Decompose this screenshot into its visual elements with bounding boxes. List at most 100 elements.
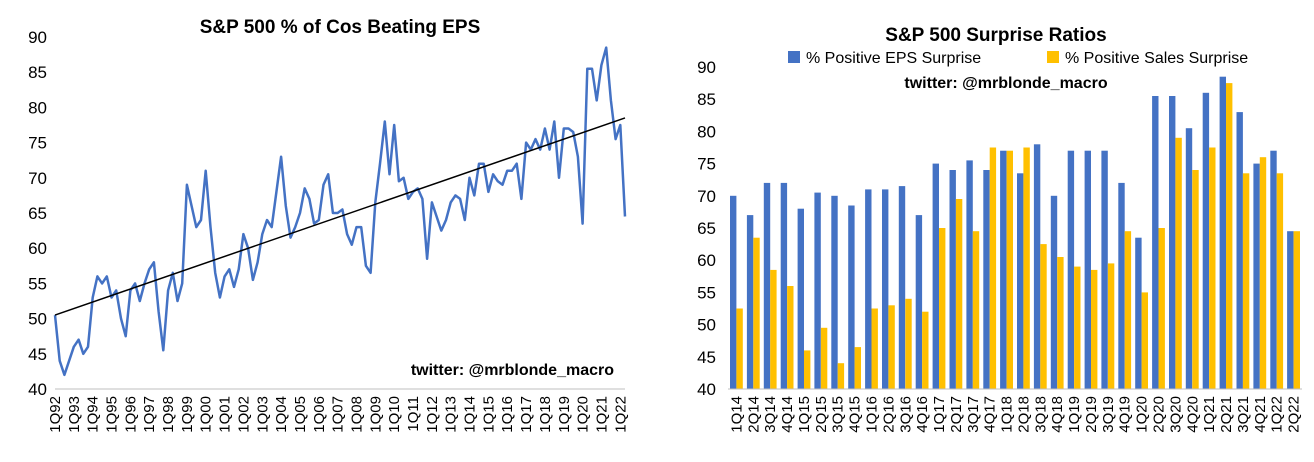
eps-surprise-bar [814,192,821,389]
y-tick-label: 85 [697,90,716,109]
sales-surprise-bar [871,308,878,389]
x-tick-label: 1Q00 [198,396,215,433]
y-tick-label: 80 [28,98,47,117]
x-tick-label: 1Q99 [179,396,196,433]
y-tick-label: 60 [697,251,716,270]
sales-surprise-bar [804,350,811,389]
x-tick-label: 1Q19 [1066,396,1083,433]
sales-surprise-bar [736,308,743,389]
x-tick-label: 1Q18 [537,396,554,433]
sales-surprise-bar [787,286,794,389]
sales-surprise-bar [1209,147,1216,389]
eps-surprise-bar [949,170,956,389]
x-tick-label: 1Q22 [1269,396,1286,433]
x-tick-label: 1Q97 [141,396,158,433]
y-tick-label: 50 [697,316,716,335]
eps-surprise-bar [865,189,872,389]
x-tick-label: 1Q13 [443,396,460,433]
eps-surprise-bar [1169,96,1176,389]
trend-line [54,117,626,316]
y-tick-label: 80 [697,122,716,141]
twitter-annotation: twitter: @mrblonde_macro [904,75,1107,92]
eps-surprise-bar [1033,144,1041,389]
x-tick-label: 1Q03 [254,396,271,433]
eps-surprise-bar [1050,195,1058,389]
x-tick-label: 4Q18 [1049,396,1066,433]
x-tick-label: 1Q18 [999,396,1016,433]
x-tick-label: 1Q16 [864,396,881,433]
sales-surprise-bar [1242,173,1250,389]
x-tick-label: 1Q21 [1201,396,1218,433]
x-tick-label: 1Q07 [330,396,347,433]
sales-surprise-bar [1158,228,1165,389]
legend: % Positive EPS Surprise % Positive Sales… [788,50,1248,67]
sales-surprise-bar [905,298,912,389]
y-tick-label: 90 [28,28,47,47]
sales-surprise-bar [1107,263,1115,389]
eps-surprise-bar [1067,150,1075,389]
eps-surprise-bar [1219,76,1226,389]
x-tick-label: 1Q11 [405,396,422,432]
sales-surprise-bar [888,305,895,389]
eps-beat-series-line [53,46,627,377]
x-tick-label: 2Q19 [1083,396,1100,433]
y-tick-label: 55 [28,274,47,293]
eps-surprise-bar [966,160,973,389]
sales-surprise-bar [753,237,760,389]
y-tick-label: 45 [28,345,47,364]
x-tick-label: 1Q94 [85,396,102,433]
eps-surprise-bar [983,170,990,389]
x-tick-label: 1Q15 [480,396,497,433]
x-tick-label: 2Q20 [1151,396,1168,433]
y-tick-label: 50 [28,310,47,329]
x-tick-label: 1Q16 [499,396,516,433]
x-tick-label: 3Q15 [830,396,847,433]
eps-surprise-bar [1287,231,1294,389]
y-tick-label: 75 [28,134,47,153]
x-tick-label: 1Q04 [273,396,290,433]
x-tick-label: 2Q22 [1286,396,1303,433]
sales-surprise-bar [1006,150,1013,389]
sales-surprise-bar [922,311,929,389]
x-tick-label: 1Q19 [556,396,573,433]
eps-surprise-bar [831,195,838,389]
x-tick-label: 1Q95 [104,396,121,433]
sales-surprise-bar [820,327,828,389]
sales-surprise-bar [972,231,980,389]
eps-surprise-bar [1118,182,1125,389]
x-tick-label: 1Q22 [612,396,629,433]
x-tick-label: 1Q17 [931,396,948,433]
sales-surprise-bar [1226,83,1233,389]
x-tick-label: 1Q01 [217,396,234,433]
x-tick-label: 2Q14 [745,396,762,433]
eps-surprise-bar [1253,163,1260,389]
x-tick-label: 2Q15 [813,396,830,433]
sales-surprise-bar [1276,173,1284,389]
x-tick-label: 1Q20 [575,396,592,433]
eps-surprise-bar [1000,150,1007,389]
x-tick-label: 1Q96 [122,396,139,433]
x-tick-label: 1Q10 [386,396,403,433]
sales-surprise-bar [1074,266,1081,389]
sales-surprise-bar [1175,137,1182,389]
x-tick-label: 1Q98 [160,396,177,433]
x-tick-label: 1Q06 [311,396,328,433]
x-tick-label: 1Q14 [462,396,479,433]
x-tick-label: 2Q16 [880,396,897,433]
chart-title: S&P 500 % of Cos Beating EPS [200,17,481,38]
y-tick-label: 70 [28,169,47,188]
eps-surprise-bar [1202,92,1210,390]
eps-surprise-bar [1152,96,1159,389]
x-tick-label: 1Q14 [728,396,745,433]
x-tick-label: 4Q21 [1252,396,1269,433]
eps-surprise-bar [763,182,771,389]
y-tick-label: 65 [28,204,47,223]
legend-label-sales: % Positive Sales Surprise [1065,50,1248,67]
eps-surprise-bar [1236,112,1243,389]
x-tick-label: 1Q17 [518,396,535,433]
sales-surprise-bar [770,269,777,389]
sales-surprise-bar [1040,244,1047,389]
x-tick-label: 4Q15 [847,396,864,433]
eps-surprise-bar [797,208,804,389]
x-tick-label: 4Q16 [914,396,931,433]
